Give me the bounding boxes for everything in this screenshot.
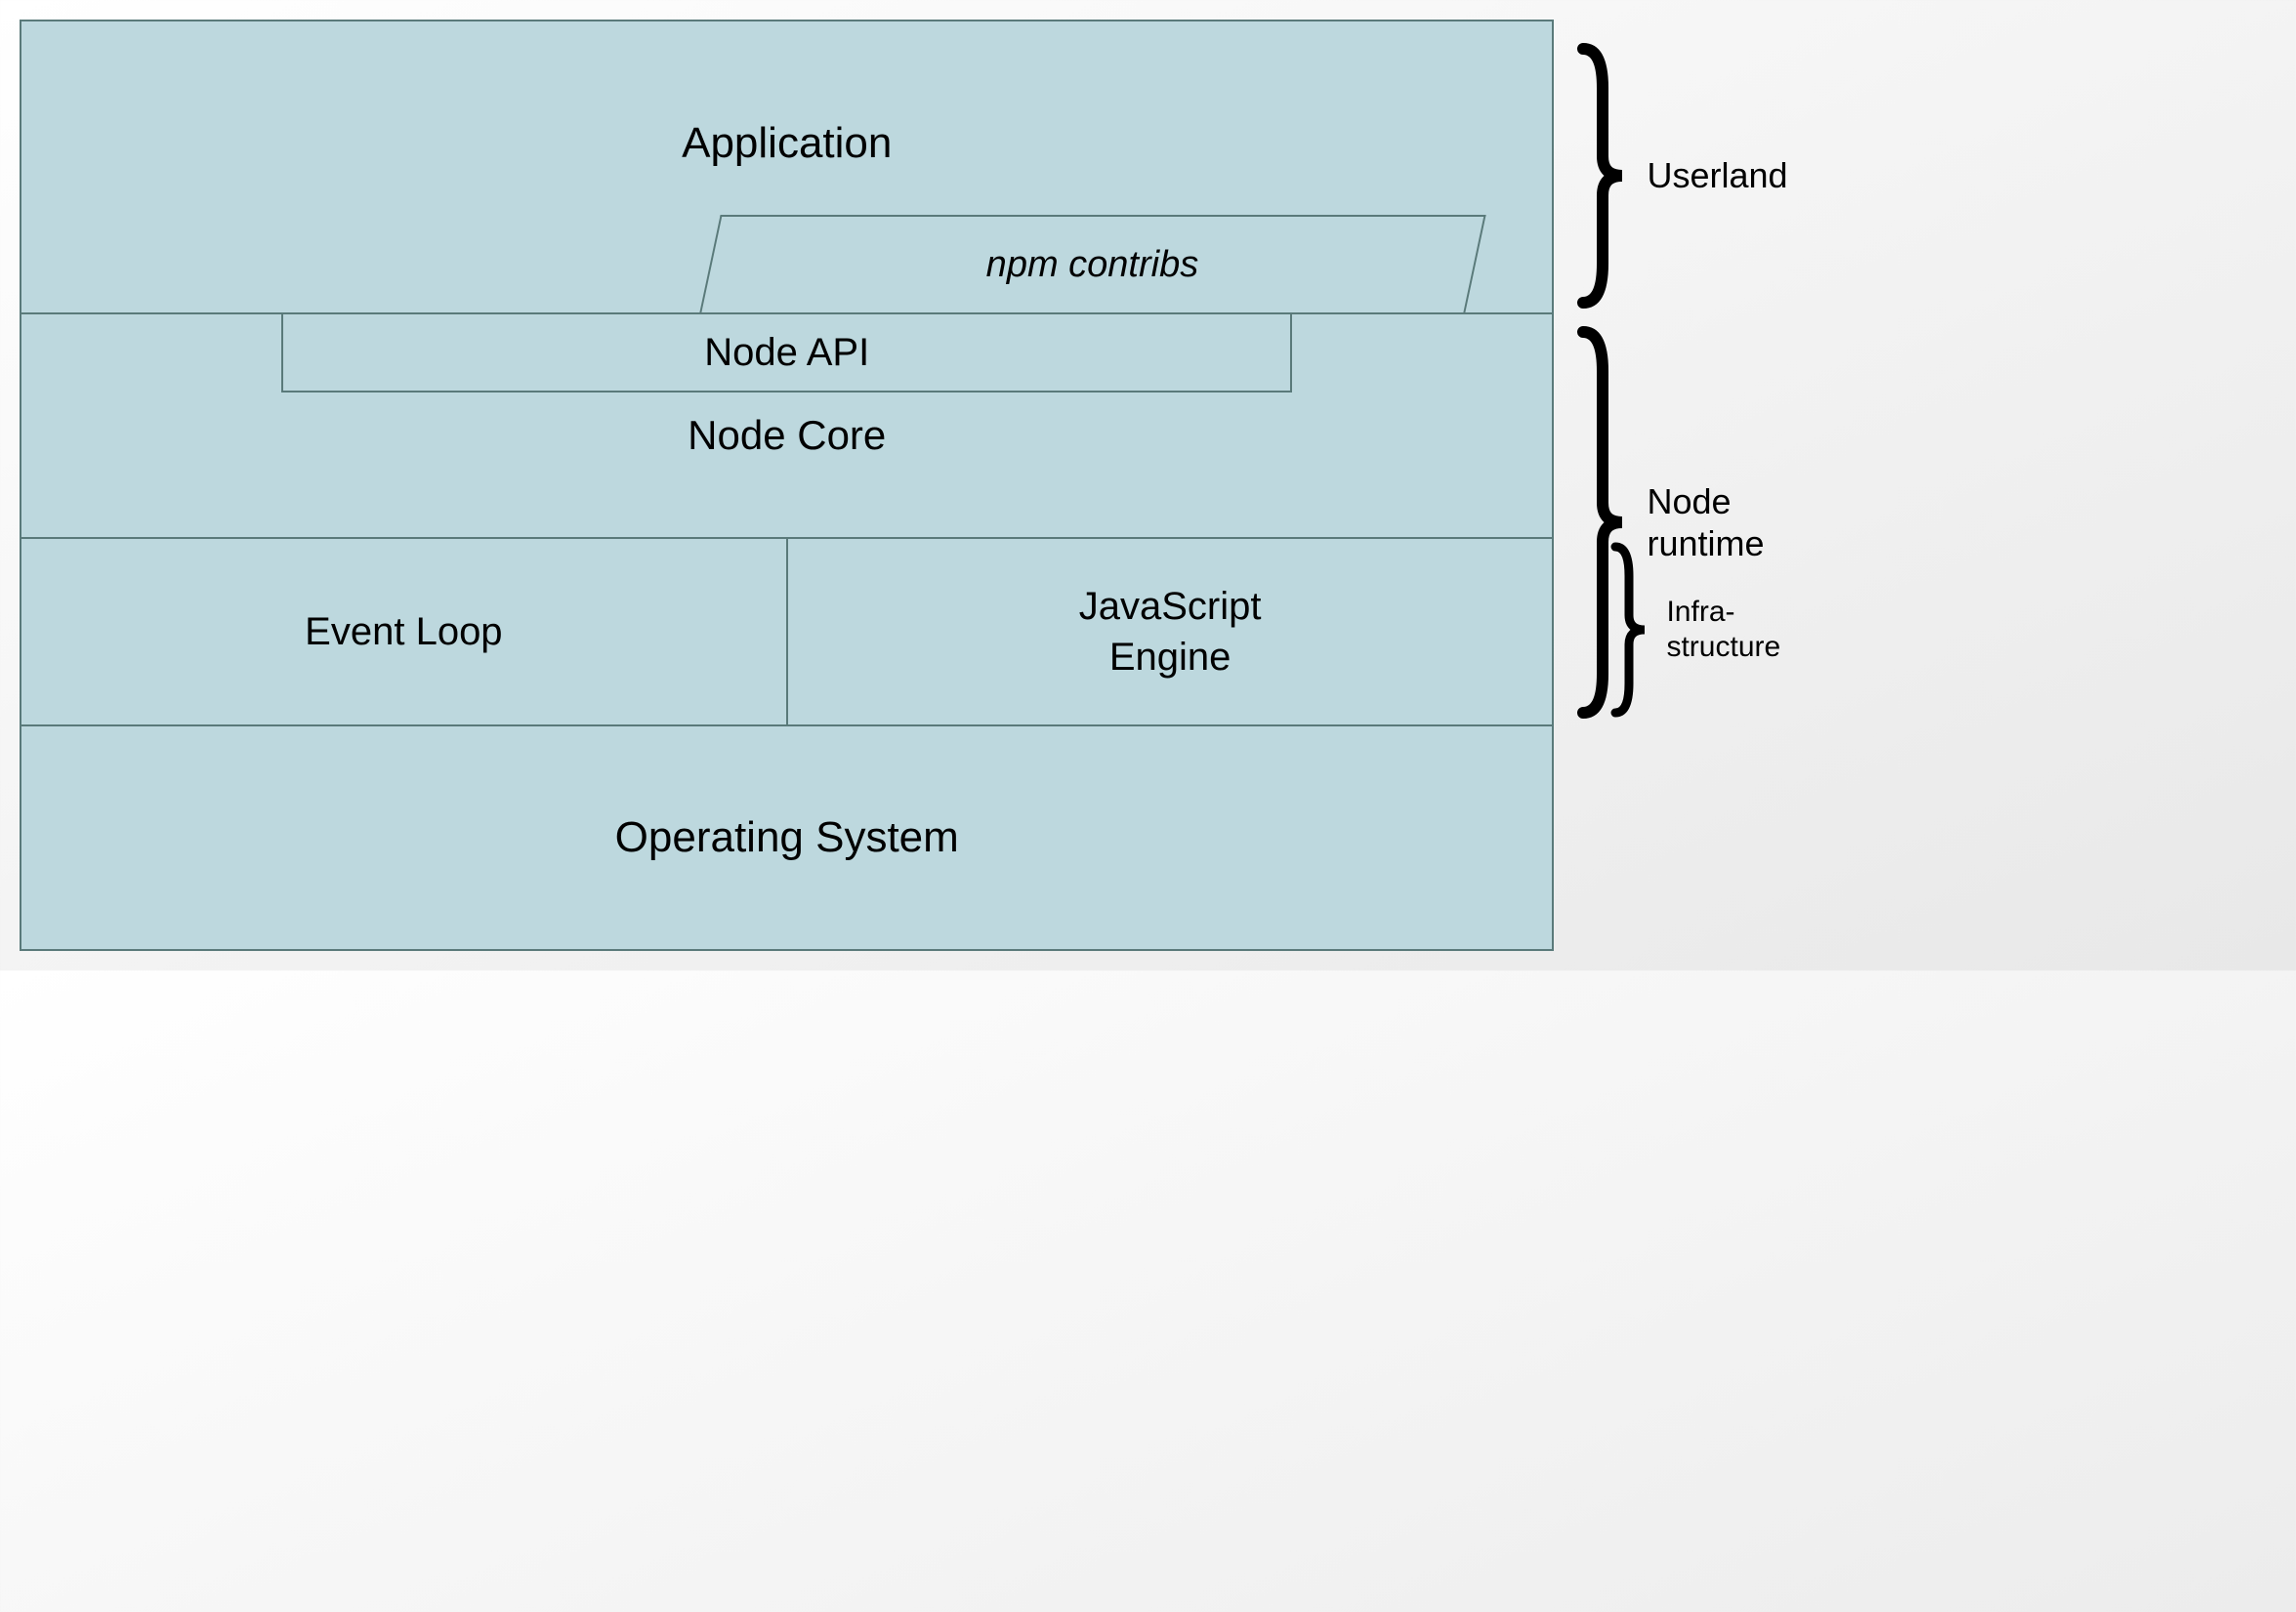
application-layer: Application npm contribs [21, 21, 1552, 314]
userland-annotation: Userland [1573, 39, 1787, 312]
infrastructure-label: Infra- structure [1666, 595, 1780, 665]
infrastructure-annotation: Infra- structure [1607, 537, 1780, 723]
event-loop-label: Event Loop [305, 606, 502, 657]
node-api-box: Node API [281, 314, 1292, 393]
brace-icon [1573, 39, 1632, 312]
architecture-diagram: Application npm contribs Node API Node C… [20, 20, 1554, 951]
node-core-label: Node Core [688, 412, 886, 459]
engine-layer: Event Loop JavaScript Engine [21, 539, 1552, 724]
os-layer: Operating System [21, 724, 1552, 949]
event-loop-box: Event Loop [21, 539, 788, 724]
npm-contribs-label: npm contribs [986, 244, 1199, 286]
node-api-label: Node API [704, 331, 869, 375]
os-label: Operating System [615, 813, 959, 862]
application-label: Application [682, 119, 892, 168]
diagram-container: Application npm contribs Node API Node C… [20, 20, 2276, 951]
js-engine-label: JavaScript Engine [1079, 581, 1262, 682]
npm-contribs-box: npm contribs [700, 215, 1486, 312]
annotations-column: Userland Node runtime Infra- structure [1573, 20, 2205, 951]
brace-icon [1607, 537, 1651, 723]
js-engine-box: JavaScript Engine [788, 539, 1553, 724]
node-core-layer: Node API Node Core [21, 314, 1552, 539]
userland-label: Userland [1647, 154, 1787, 196]
